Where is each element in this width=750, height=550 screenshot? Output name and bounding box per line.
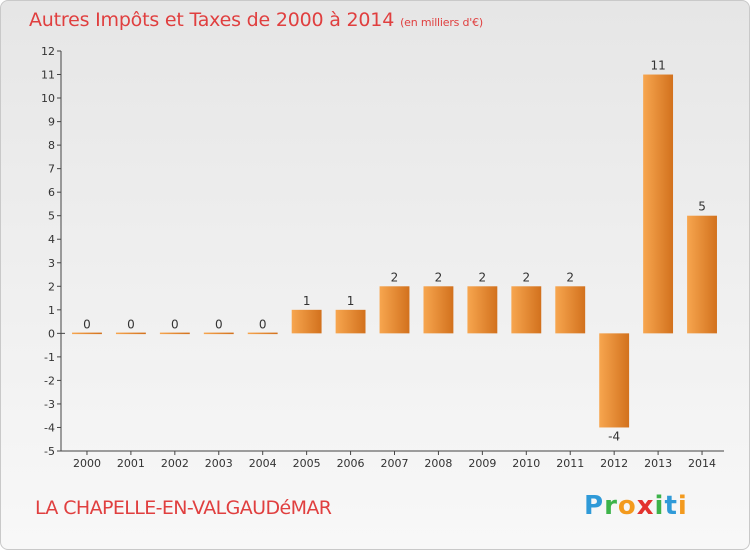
x-tick-label: 2005 [293, 457, 321, 470]
y-tick-label: 7 [48, 163, 55, 176]
bar [423, 286, 454, 334]
y-tick-label: 12 [41, 45, 55, 58]
y-tick-label: 11 [41, 69, 55, 82]
data-label: -4 [608, 429, 620, 443]
data-label: 1 [303, 294, 311, 308]
y-tick-label: 2 [48, 280, 55, 293]
x-tick-label: 2008 [424, 457, 452, 470]
x-tick-label: 2007 [381, 457, 409, 470]
chart-title: Autres Impôts et Taxes de 2000 à 2014 (en… [29, 9, 483, 31]
bar [203, 332, 234, 335]
data-label: 2 [435, 270, 443, 284]
data-label: 0 [259, 317, 267, 331]
proxiti-logo[interactable]: Proxiti [584, 491, 688, 521]
y-tick-label: 8 [48, 139, 55, 152]
x-tick-label: 2010 [512, 457, 540, 470]
data-label: 0 [127, 317, 135, 331]
y-tick-label: 0 [48, 327, 55, 340]
data-label: 0 [215, 317, 223, 331]
bars [72, 74, 717, 428]
bar [687, 215, 717, 334]
unit-label: (en milliers d'€) [400, 16, 483, 29]
commune-name: LA CHAPELLE-EN-VALGAUDéMAR [35, 497, 332, 519]
bar [599, 333, 630, 428]
y-tick-label: -3 [44, 398, 55, 411]
y-tick-label: 5 [48, 210, 55, 223]
data-label: 5 [698, 200, 706, 214]
bar [247, 332, 278, 335]
bar [555, 286, 586, 334]
x-tick-label: 2003 [205, 457, 233, 470]
bar [511, 286, 542, 334]
data-label: 0 [83, 317, 91, 331]
x-tick-label: 2000 [73, 457, 101, 470]
bar [643, 74, 674, 334]
x-tick-label: 2012 [600, 457, 628, 470]
y-tick-label: -4 [44, 421, 55, 434]
bar [159, 332, 190, 335]
x-tick-label: 2014 [688, 457, 716, 470]
y-tick-label: -5 [44, 445, 55, 458]
title-text: Autres Impôts et Taxes de 2000 à 2014 [29, 9, 395, 31]
data-label: 2 [566, 270, 574, 284]
x-tick-label: 2009 [468, 457, 496, 470]
data-label: 2 [391, 270, 399, 284]
data-label: 11 [650, 59, 665, 73]
x-tick-label: 2001 [117, 457, 145, 470]
x-axis: 2000 2001 2002 2003 2004 2005 2006 2007 2008 2009… [61, 332, 724, 470]
data-label: 2 [522, 270, 530, 284]
y-tick-label: -1 [44, 351, 55, 364]
data-label: 0 [171, 317, 179, 331]
x-tick-label: 2004 [249, 457, 277, 470]
x-tick-label: 2013 [644, 457, 672, 470]
y-tick-label: 6 [48, 186, 55, 199]
bar [467, 286, 498, 334]
data-label: 1 [347, 294, 355, 308]
x-tick-label: 2002 [161, 457, 189, 470]
y-tick-label: 3 [48, 257, 55, 270]
bar [291, 309, 322, 334]
bar [115, 332, 146, 335]
bar [379, 286, 410, 334]
data-label: 2 [479, 270, 487, 284]
x-tick-label: 2011 [556, 457, 584, 470]
y-tick-label: 9 [48, 116, 55, 129]
y-tick-label: 4 [48, 233, 55, 246]
y-tick-label: -2 [44, 374, 55, 387]
bar [72, 332, 102, 335]
y-tick-label: 10 [41, 92, 55, 105]
y-tick-label: 1 [48, 304, 55, 317]
x-tick-label: 2006 [337, 457, 365, 470]
bar [335, 309, 366, 334]
